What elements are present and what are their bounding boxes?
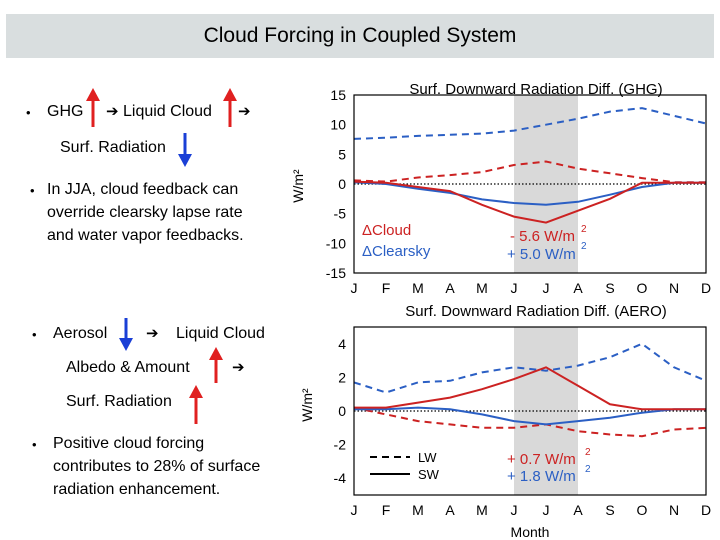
x-tick-label: S — [605, 502, 614, 518]
right-arrow-icon: ➔ — [238, 103, 251, 120]
x-tick-label: J — [511, 280, 518, 296]
bullet-2: • — [30, 183, 35, 198]
cloud-label: ΔCloud — [362, 222, 411, 239]
x-tick-label: F — [382, 502, 391, 518]
y-tick-label: -2 — [334, 437, 347, 453]
x-tick-label: O — [637, 280, 648, 296]
x-tick-label: O — [637, 502, 648, 518]
surf-radiation-label-2: Surf. Radiation — [66, 393, 172, 410]
clearsky-value-sup: 2 — [585, 464, 591, 475]
x-tick-label: A — [573, 502, 583, 518]
chart-title: Surf. Downward Radiation Diff. (GHG) — [409, 81, 662, 98]
series-line — [354, 366, 706, 411]
cloud-value: - 5.6 W/m — [510, 228, 575, 245]
series-line — [353, 180, 706, 224]
y-tick-label: 0 — [338, 176, 346, 192]
surf-radiation-label-1: Surf. Radiation — [60, 139, 166, 156]
y-tick-label: 15 — [330, 87, 346, 103]
x-tick-label: D — [701, 280, 711, 296]
title-bar: Cloud Forcing in Coupled System — [6, 14, 714, 58]
cloud-value-sup: 2 — [581, 224, 587, 235]
x-tick-label: M — [412, 502, 424, 518]
x-tick-label: J — [351, 502, 358, 518]
right-arrow-icon: ➔ — [146, 325, 159, 342]
x-tick-label: J — [351, 280, 358, 296]
y-tick-label: 2 — [338, 369, 346, 385]
x-tick-label: D — [701, 502, 711, 518]
right-arrow-icon: ➔ — [232, 359, 245, 376]
y-axis-label: W/m² — [290, 169, 306, 203]
x-tick-label: S — [605, 280, 614, 296]
albedo-amount-label: Albedo & Amount — [66, 359, 190, 376]
y-tick-label: 5 — [338, 146, 346, 162]
clearsky-value-sup: 2 — [581, 241, 587, 252]
clearsky-label: ΔClearsky — [362, 243, 431, 260]
x-tick-label: N — [669, 502, 679, 518]
x-tick-label: M — [412, 280, 424, 296]
clearsky-value: + 1.8 W/m — [507, 468, 576, 485]
y-tick-label: -10 — [326, 235, 346, 251]
y-tick-label: 0 — [338, 403, 346, 419]
jja-line-1: In JJA, cloud feedback can — [47, 181, 239, 198]
y-axis-label: W/m² — [299, 388, 315, 422]
plot-frame — [353, 94, 707, 274]
series-line — [353, 181, 706, 206]
x-tick-label: J — [511, 502, 518, 518]
legend-lw-label: LW — [418, 450, 437, 465]
y-tick-label: 4 — [338, 336, 346, 352]
aerosol-label: Aerosol — [53, 325, 108, 342]
liquid-cloud-label: Liquid Cloud — [123, 103, 212, 120]
bullet-1: • — [26, 105, 31, 120]
x-tick-label: F — [382, 280, 391, 296]
right-arrow-icon: ➔ — [106, 103, 119, 120]
series-line — [353, 342, 707, 394]
x-tick-label: J — [543, 280, 550, 296]
pos-line-1: Positive cloud forcing — [53, 435, 205, 452]
jja-line-3: and water vapor feedbacks. — [47, 227, 244, 244]
ghg-label: GHG — [47, 103, 84, 120]
cloud-value-sup: 2 — [585, 447, 591, 458]
pos-line-2: contributes to 28% of surface — [53, 458, 261, 475]
y-tick-label: -4 — [334, 470, 347, 486]
slide-title: Cloud Forcing in Coupled System — [203, 24, 517, 47]
jja-shade — [514, 327, 578, 495]
jja-line-2: override clearsky lapse rate — [47, 204, 243, 221]
x-tick-label: M — [476, 502, 488, 518]
y-tick-label: -15 — [326, 265, 346, 281]
x-tick-label: A — [573, 280, 583, 296]
clearsky-value: + 5.0 W/m — [507, 246, 576, 263]
series-line — [354, 406, 706, 426]
liquid-cloud-label-2: Liquid Cloud — [176, 325, 265, 342]
x-tick-label: J — [543, 502, 550, 518]
plot-frame — [353, 326, 707, 496]
x-tick-label: A — [445, 502, 455, 518]
cloud-value: + 0.7 W/m — [507, 451, 576, 468]
x-tick-label: M — [476, 280, 488, 296]
x-tick-label: A — [445, 280, 455, 296]
chart-title: Surf. Downward Radiation Diff. (AERO) — [405, 303, 666, 320]
pos-line-3: radiation enhancement. — [53, 481, 221, 498]
legend-sw-label: SW — [418, 467, 440, 482]
bullet-3: • — [32, 327, 37, 342]
y-tick-label: 10 — [330, 117, 346, 133]
bullet-4: • — [32, 437, 37, 452]
x-axis-label: Month — [511, 524, 550, 540]
y-tick-label: -5 — [334, 206, 347, 222]
x-tick-label: N — [669, 280, 679, 296]
